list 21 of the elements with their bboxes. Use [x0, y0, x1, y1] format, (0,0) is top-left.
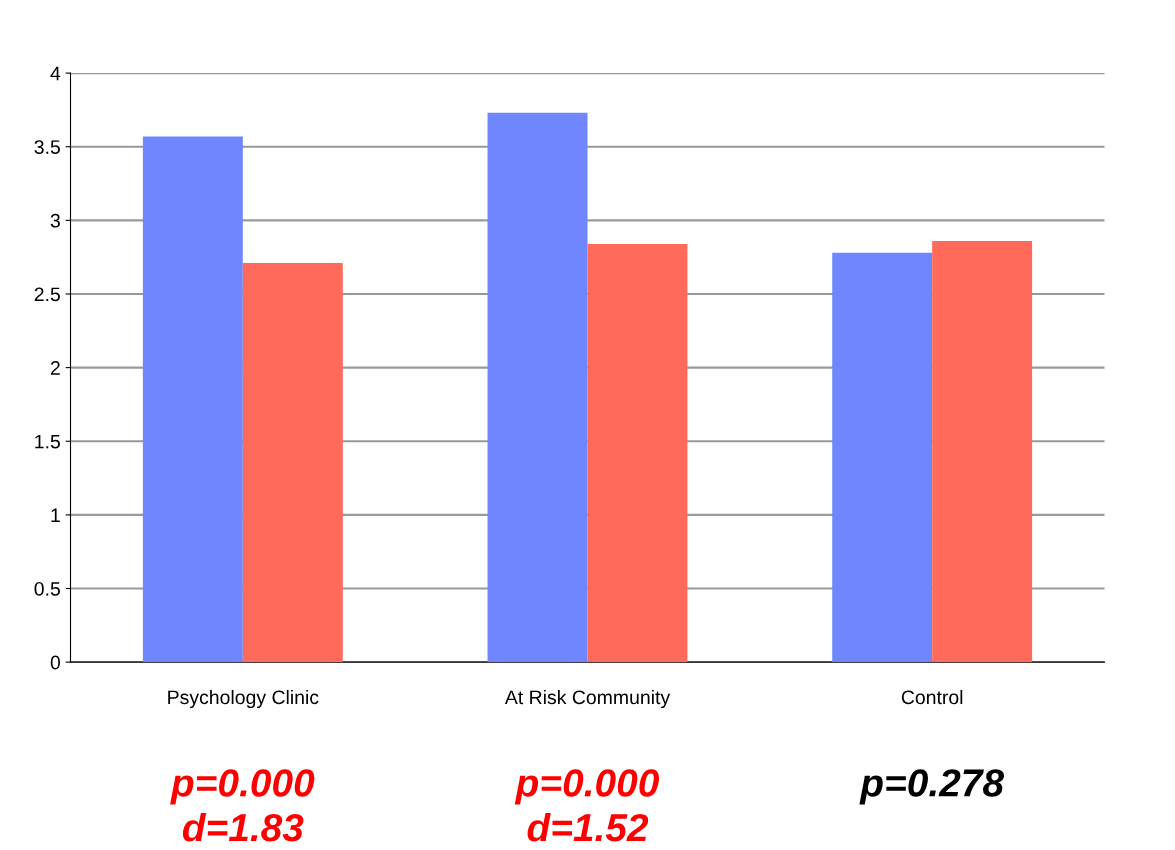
x-tick-label: Control [901, 689, 963, 705]
y-tick-label: 0 [50, 655, 61, 670]
x-tick-label: Psychology Clinic [168, 689, 319, 709]
y-tick-label: 3.5 [34, 140, 60, 154]
bar [587, 243, 688, 663]
bar [832, 252, 933, 663]
bar [932, 240, 1033, 663]
y-tick-label: 1.5 [35, 434, 60, 449]
y-tick-label: 4 [50, 66, 61, 81]
bar [142, 136, 243, 663]
y-tick-label: 3 [50, 213, 60, 228]
y-tick-label: 0.5 [34, 581, 60, 596]
bar [242, 263, 343, 663]
text: p=0.000 d=1.83 [170, 769, 315, 842]
text: p=0.000 d=1.52 [514, 769, 660, 842]
text: p=0.278 [859, 769, 1005, 805]
y-tick-label: 2 [50, 361, 60, 375]
y-tick-label: 1 [51, 508, 60, 522]
bar [487, 112, 588, 663]
x-tick-label: At Risk Community [504, 689, 671, 709]
y-tick-label: 2.5 [34, 287, 60, 302]
